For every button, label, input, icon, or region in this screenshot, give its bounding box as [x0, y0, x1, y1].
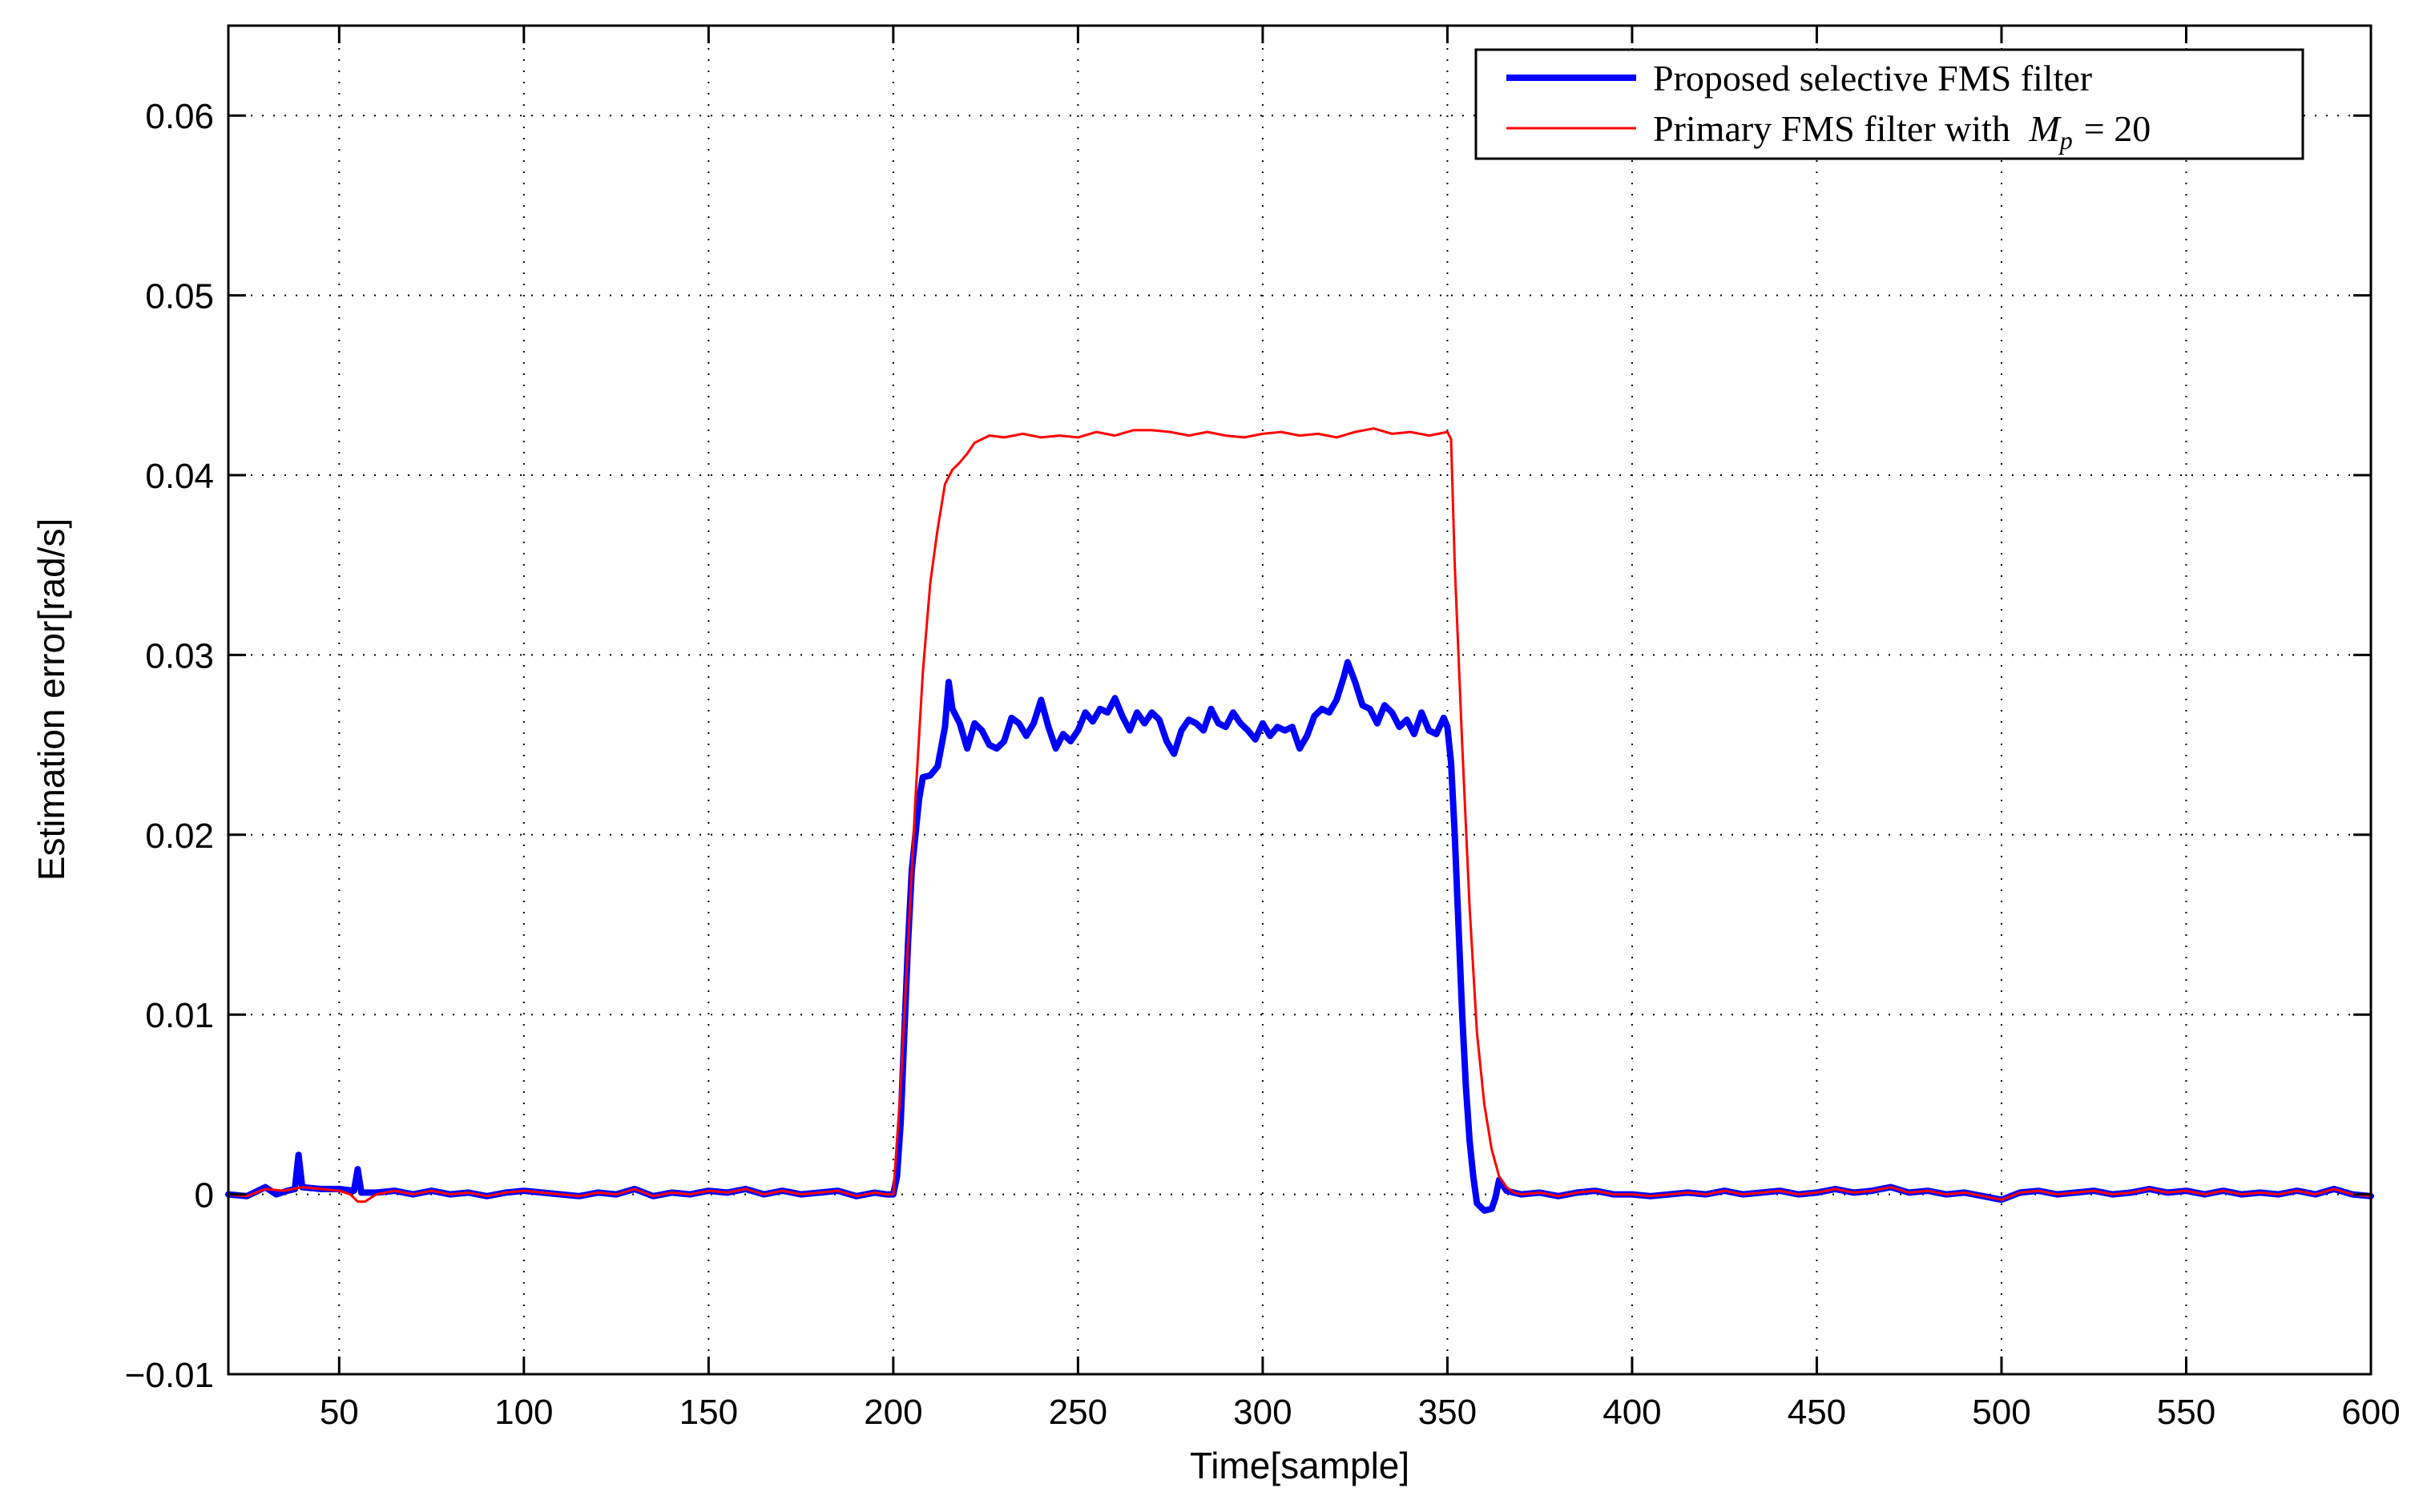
- legend-math-sub-p: p: [2058, 126, 2073, 155]
- y-tick-label: 0.03: [145, 636, 214, 675]
- y-axis-label: Estimation error[rad/s]: [30, 518, 72, 881]
- x-tick-label: 150: [679, 1393, 738, 1432]
- ticks: 50 100 150 200 250 300 350 400 450 500 550 600 −0.01…: [125, 26, 2401, 1432]
- y-tick-label: 0.04: [145, 457, 214, 496]
- legend-label-blue: Proposed selective FMS filter: [1653, 58, 2092, 99]
- y-tick-label: 0.01: [145, 996, 214, 1035]
- x-tick-label: 50: [320, 1393, 359, 1432]
- legend-label-red-text: Primary FMS filter with: [1653, 108, 2010, 149]
- series-layer: [225, 427, 2374, 1214]
- x-axis-label: Time[sample]: [1190, 1445, 1409, 1486]
- y-tick-label: −0.01: [125, 1356, 214, 1395]
- x-tick-label: 450: [1788, 1393, 1846, 1432]
- plot-frame: [227, 24, 2373, 1376]
- x-tick-label: 100: [494, 1393, 553, 1432]
- x-tick-label: 250: [1049, 1393, 1107, 1432]
- x-tick-label: 550: [2157, 1393, 2215, 1432]
- legend-math-eq: = 20: [2084, 108, 2151, 149]
- x-tick-label: 600: [2341, 1393, 2400, 1432]
- legend-math-mp: M: [2028, 108, 2062, 149]
- y-tick-label: 0.05: [145, 277, 214, 317]
- x-tick-label: 200: [864, 1393, 922, 1432]
- legend: Proposed selective FMS filter Primary FM…: [1474, 48, 2304, 160]
- y-tick-label: 0: [195, 1176, 214, 1216]
- legend-label-red: Primary FMS filter with Mp = 20: [1653, 108, 2151, 155]
- grid: [228, 26, 2372, 1375]
- x-tick-label: 350: [1418, 1393, 1477, 1432]
- x-tick-label: 300: [1233, 1393, 1292, 1432]
- legend-box: [1474, 48, 2304, 160]
- x-tick-label: 500: [1972, 1393, 2030, 1432]
- x-tick-label: 400: [1603, 1393, 1661, 1432]
- y-tick-label: 0.02: [145, 816, 214, 856]
- series-line-1: [227, 427, 2373, 1204]
- y-tick-label: 0.06: [145, 97, 214, 136]
